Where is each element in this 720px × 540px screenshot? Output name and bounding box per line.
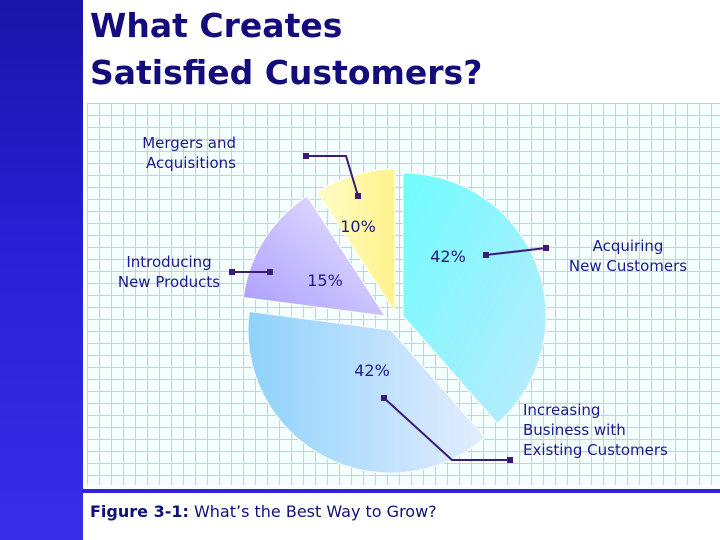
leader-line-increasing bbox=[383, 397, 510, 461]
pie-slice-increasing bbox=[247, 310, 487, 474]
left-accent-bar bbox=[0, 0, 83, 540]
value-label-mergers: 10% bbox=[340, 217, 376, 236]
category-label-line: Existing Customers bbox=[523, 441, 668, 459]
leader-marker-introducing-end bbox=[267, 269, 273, 275]
leader-marker-increasing-end bbox=[507, 457, 513, 463]
leader-line-acquiring bbox=[485, 247, 547, 256]
value-label-introducing: 15% bbox=[307, 271, 343, 290]
leader-line-mergers bbox=[306, 155, 359, 197]
category-label-line: Increasing bbox=[523, 401, 600, 419]
pie-slice-introducing bbox=[242, 195, 387, 317]
leader-marker-introducing-start bbox=[229, 269, 235, 275]
slide-title: What Creates Satisfied Customers? bbox=[90, 6, 483, 92]
category-label-mergers: Mergers and Acquisitions bbox=[142, 134, 236, 172]
category-label-acquiring: Acquiring New Customers bbox=[569, 237, 687, 275]
value-label-increasing: 42% bbox=[354, 361, 390, 380]
pie-slice-acquiring bbox=[402, 172, 547, 425]
leader-marker-mergers-start bbox=[303, 153, 309, 159]
leader-marker-mergers-end bbox=[355, 193, 361, 199]
category-label-line: New Products bbox=[118, 273, 220, 291]
value-label-acquiring: 42% bbox=[430, 247, 466, 266]
leader-marker-acquiring-start bbox=[483, 252, 489, 258]
category-label-introducing: Introducing New Products bbox=[118, 253, 220, 291]
category-label-line: Introducing bbox=[126, 253, 211, 271]
leader-marker-increasing-start bbox=[381, 395, 387, 401]
category-label-line: Mergers and bbox=[142, 134, 236, 152]
caption-label: Figure 3-1: bbox=[90, 502, 189, 521]
category-label-increasing: Increasing Business with Existing Customer… bbox=[523, 401, 668, 459]
caption-text: What’s the Best Way to Grow? bbox=[188, 502, 437, 521]
category-label-line: New Customers bbox=[569, 257, 687, 275]
category-label-line: Business with bbox=[523, 421, 626, 439]
figure-caption: Figure 3-1: What’s the Best Way to Grow? bbox=[90, 502, 437, 521]
pie-slice-mergers bbox=[316, 168, 396, 314]
bottom-divider bbox=[83, 489, 720, 493]
leader-marker-acquiring-end bbox=[543, 245, 549, 251]
category-label-line: Acquisitions bbox=[146, 154, 236, 172]
category-label-line: Acquiring bbox=[593, 237, 664, 255]
